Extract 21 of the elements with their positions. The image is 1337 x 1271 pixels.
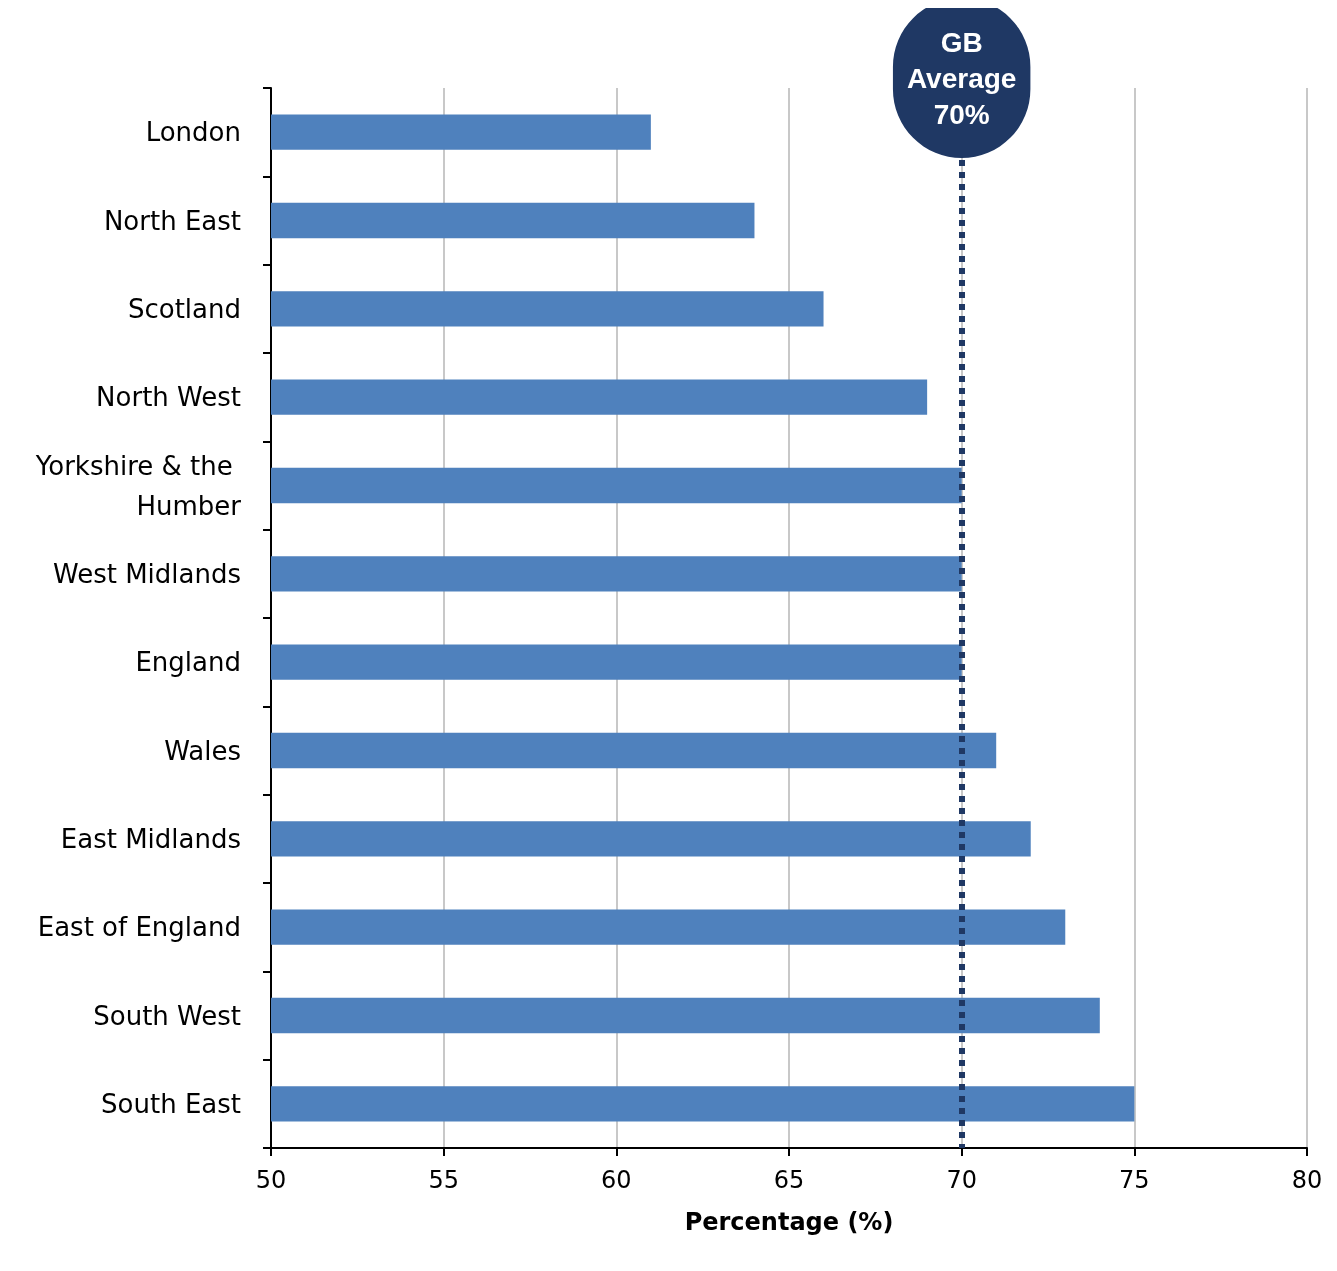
y-tick-label: East Midlands	[60, 823, 241, 854]
y-tick-label: London	[145, 117, 241, 148]
y-tick-label: West Midlands	[52, 558, 241, 589]
ref-line-label: GB Average 70%	[906, 26, 1017, 130]
y-tick-label: Yorkshire & the Humber	[34, 450, 242, 521]
x-axis-title: Percentage (%)	[684, 1208, 894, 1236]
y-tick-label: England	[135, 647, 241, 678]
x-tick-label: 80	[1291, 1166, 1323, 1194]
y-tick-label: North East	[103, 205, 241, 236]
y-tick-label: East of England	[37, 912, 241, 943]
x-tick-label: 55	[428, 1166, 459, 1194]
y-tick-label: South West	[93, 1000, 241, 1031]
y-tick-label: Scotland	[127, 293, 241, 324]
x-tick-label: 75	[1119, 1166, 1150, 1194]
x-tick-label: 50	[255, 1166, 287, 1194]
y-tick-label: North West	[96, 382, 241, 413]
x-tick-label: 70	[946, 1166, 977, 1194]
y-tick-label: Wales	[164, 735, 241, 766]
y-tick-label: South East	[101, 1088, 241, 1119]
x-tick-label: 65	[773, 1166, 805, 1194]
x-tick-label: 60	[601, 1166, 632, 1194]
